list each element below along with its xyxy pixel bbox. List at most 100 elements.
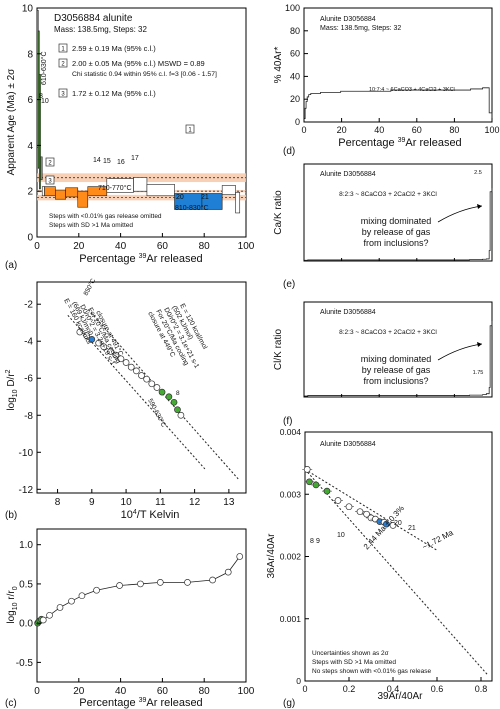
e-inner-label: 8:2:3 ~ 8CaCO3 + 2CaCl2 + 3KCl	[339, 191, 437, 198]
b-xtick-label: 8	[55, 497, 61, 508]
c-ylabel-part: log	[6, 610, 17, 623]
age-step-4	[41, 186, 45, 197]
a-ytick-label: 0	[27, 233, 33, 244]
b-xlabel-sup: 4	[133, 509, 137, 516]
legend-num-2: 2	[61, 62, 65, 68]
b-point	[127, 363, 135, 371]
d-inner-label: 10:7:4 ~ 6CaCO3 + 4CaCl2 + 3KCl	[369, 87, 455, 93]
c-xtick-label: 0	[34, 686, 40, 697]
c-ytick-label: -0.5	[16, 658, 34, 669]
g-xtick-label: 0.6	[431, 684, 444, 694]
b-ylabel-part: D/r	[6, 373, 17, 390]
c-point	[93, 586, 100, 594]
f-title: Alunite D3056884	[320, 309, 376, 316]
a-step-10: 10	[41, 98, 49, 105]
g-step-label-1: 9	[316, 538, 320, 545]
c-xlabel-pre: Percentage	[79, 697, 138, 709]
g-point	[303, 466, 311, 473]
a-footnote-1: Steps with <0.01% gas release omitted	[49, 213, 162, 220]
b-ylabel-part: 10	[12, 389, 19, 397]
d-xtick-label: 60	[412, 125, 422, 135]
b-ylabel: log10 D/r2	[5, 369, 19, 410]
b-xtick-label: 12	[189, 497, 201, 508]
g-xtick-label: 0.8	[475, 684, 488, 694]
c-xtick-label: 20	[73, 686, 85, 697]
c-xtick-label: 40	[115, 686, 127, 697]
d-ytick-label: 20	[290, 94, 300, 104]
g-point	[334, 497, 342, 504]
d-title: Alunite D3056884	[320, 16, 376, 23]
d-xlabel: Percentage 39Ar released	[338, 137, 461, 149]
g-point	[363, 510, 370, 518]
age-step-7	[65, 187, 79, 198]
b-point	[76, 328, 84, 336]
a-title: D3056884 alunite	[54, 13, 133, 24]
c-ytick-label: 0.0	[19, 619, 33, 630]
b-point	[177, 411, 185, 419]
g-step-label-4: 21	[408, 525, 416, 532]
g-point	[312, 481, 320, 489]
b-point	[148, 380, 156, 388]
b-point	[117, 355, 125, 363]
age-step-3	[40, 156, 43, 181]
b-point	[153, 384, 161, 391]
a-step-20: 20	[176, 194, 184, 201]
d-line	[304, 87, 493, 120]
b-point	[133, 367, 140, 375]
g-ytick-label: 0.002	[280, 552, 302, 562]
g-xlabel: 39Ar/40Ar	[377, 691, 423, 702]
a-step-16: 16	[117, 159, 125, 166]
g-point	[356, 508, 364, 516]
a-step-8: 8	[39, 93, 43, 100]
a-xlabel-post: Ar released	[146, 253, 202, 265]
legend-text-2: 2.00 ± 0.05 Ma (95% c.l.) MSWD = 0.89	[72, 59, 205, 68]
f-line	[304, 321, 493, 397]
g-tag: (g)	[283, 698, 295, 709]
a-ytick-label: 2	[27, 187, 33, 198]
f-note-2: from inclusions?	[363, 376, 428, 386]
b-step-8: 8	[176, 390, 180, 397]
a-step-14: 14	[93, 157, 101, 164]
d-xtick-label: 80	[449, 125, 459, 135]
a-tag: (a)	[5, 260, 17, 271]
legend-text-3: 1.72 ± 0.12 Ma (95% c.l.)	[72, 89, 156, 98]
d-xtick-label: 40	[374, 125, 384, 135]
f-inner-label: 8:2:3 ~ 8CaCO3 + 2CaCl2 + 3KCl	[339, 329, 437, 336]
e-peak-label: 2.5	[474, 170, 482, 176]
f-ylabel: Cl/K ratio	[273, 329, 284, 371]
b-ylabel-part: 2	[5, 369, 12, 373]
g-ytick-label: 0.001	[280, 614, 302, 624]
g-ytick-label: 0.003	[280, 489, 302, 499]
e-note-2: from inclusions?	[363, 238, 428, 248]
legend-num-1: 1	[61, 47, 65, 53]
panel-c-frame	[36, 528, 247, 683]
legend-box-2	[58, 58, 68, 68]
g-xtick-label: 0	[302, 684, 307, 694]
b-xtick-label: 11	[155, 497, 166, 508]
a-ytick-label: 10	[22, 4, 34, 15]
band-box-b1	[185, 124, 195, 134]
b-xtick-label: 9	[89, 497, 95, 508]
c-point	[184, 579, 191, 586]
c-xlabel-post: Ar released	[146, 697, 202, 709]
e-arrowhead	[477, 204, 482, 209]
c-xtick-label: 80	[199, 686, 211, 697]
b-ytick-label: -10	[19, 448, 34, 459]
d-xtick-label: 20	[337, 125, 347, 135]
a-xlabel-sup: 39	[139, 253, 147, 260]
c-point	[137, 580, 144, 588]
age-step-11	[133, 177, 148, 192]
b-ytick-label: -8	[24, 411, 33, 422]
band-box-b3	[45, 175, 55, 185]
b-point	[100, 343, 108, 351]
f-arrowhead	[477, 342, 482, 347]
d-tag: (d)	[283, 146, 295, 157]
g-step-label-3: 20	[394, 520, 402, 527]
c-point	[236, 553, 244, 560]
d-xlabel-post: Ar released	[405, 137, 461, 149]
c-point	[68, 597, 75, 605]
b-ytick-label: -12	[19, 485, 34, 496]
d-xtick-label: 100	[484, 125, 499, 135]
b-xlabel: 104/T Kelvin	[121, 509, 180, 521]
g-xtick-label: 0.2	[343, 684, 356, 694]
